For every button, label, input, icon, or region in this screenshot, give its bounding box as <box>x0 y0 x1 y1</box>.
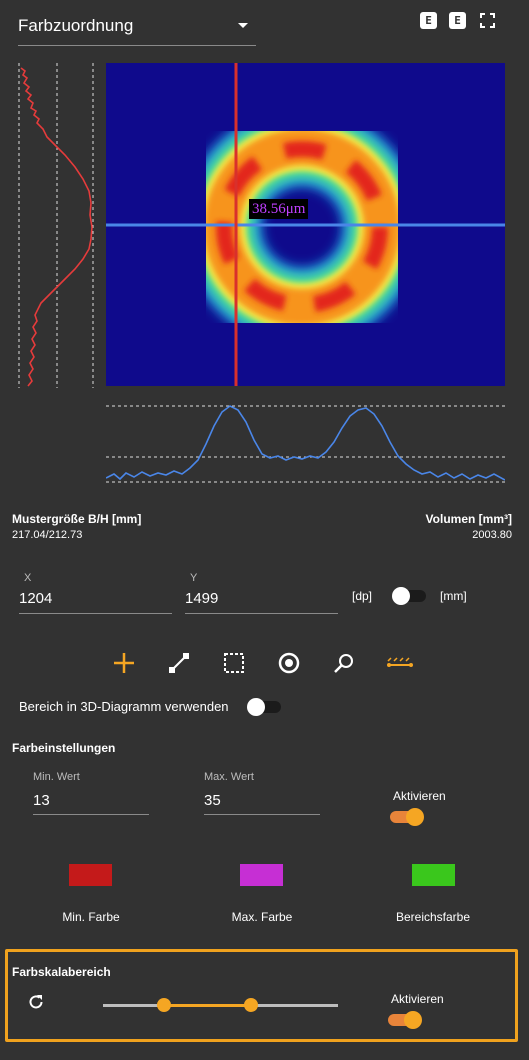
y-value: 1499 <box>185 590 219 607</box>
color-mapping-select[interactable]: Farbzuordnung <box>18 8 256 46</box>
measurement-label: 38.56μm <box>249 199 309 219</box>
range-color-label: Bereichsfarbe <box>395 910 471 924</box>
profile-line-icon[interactable] <box>386 651 414 675</box>
min-value-caption: Min. Wert <box>33 771 80 783</box>
max-color-swatch[interactable] <box>240 864 283 886</box>
max-value-caption: Max. Wert <box>204 771 254 783</box>
toggle-knob <box>404 1011 422 1029</box>
heatmap-image[interactable] <box>106 63 505 386</box>
export-e-icon[interactable]: E <box>420 12 437 29</box>
line-measure-icon[interactable] <box>167 651 191 675</box>
x-value: 1204 <box>19 590 53 607</box>
slider-thumb-low[interactable] <box>157 998 172 1012</box>
color-scale-range-panel <box>5 949 518 1042</box>
toggle-knob <box>392 587 410 605</box>
color-range-activate-label: Aktivieren <box>391 992 444 1006</box>
max-value-input: 35 <box>204 792 221 809</box>
vertical-profile-plot <box>17 63 97 388</box>
volume-value: 2003.80 <box>472 529 512 541</box>
color-range-activate-toggle[interactable] <box>388 1010 424 1030</box>
crosshair-plus-icon[interactable] <box>112 651 136 675</box>
export-e-icon[interactable]: E <box>449 12 466 29</box>
pattern-size-label: Mustergröße B/H [mm] <box>12 512 142 526</box>
slider-thumb-high[interactable] <box>244 998 259 1012</box>
slider-fill <box>164 1004 252 1007</box>
area-3d-label: Bereich in 3D-Diagramm verwenden <box>19 699 229 714</box>
x-coordinate-field[interactable]: X 1204 <box>19 572 172 614</box>
color-settings-activate-toggle[interactable] <box>390 807 426 827</box>
volume-label: Volumen [mm³] <box>425 512 512 526</box>
max-value-field[interactable]: Max. Wert 35 <box>204 771 320 815</box>
pattern-size-value: 217.04/212.73 <box>12 529 83 541</box>
color-settings-title: Farbeinstellungen <box>12 741 116 755</box>
y-coordinate-field[interactable]: Y 1499 <box>185 572 338 614</box>
color-scale-range-title: Farbskalabereich <box>12 965 111 979</box>
reset-icon[interactable] <box>26 992 46 1012</box>
min-color-label: Min. Farbe <box>62 910 120 924</box>
min-value-field[interactable]: Min. Wert 13 <box>33 771 149 815</box>
color-range-slider[interactable] <box>103 998 338 1012</box>
unit-dp-label: [dp] <box>352 589 373 603</box>
min-color-swatch[interactable] <box>69 864 112 886</box>
max-color-label: Max. Farbe <box>231 910 293 924</box>
chevron-down-icon <box>238 23 248 28</box>
color-settings-activate-label: Aktivieren <box>393 789 446 803</box>
unit-mm-label: [mm] <box>440 589 467 603</box>
unit-toggle[interactable] <box>392 587 428 605</box>
fullscreen-icon[interactable] <box>479 12 496 29</box>
range-color-swatch[interactable] <box>412 864 455 886</box>
toggle-knob <box>247 698 265 716</box>
zoom-icon[interactable] <box>332 651 356 675</box>
area-3d-toggle[interactable] <box>247 698 283 716</box>
toggle-knob <box>406 808 424 826</box>
min-value-input: 13 <box>33 792 50 809</box>
circle-select-icon[interactable] <box>277 651 301 675</box>
color-mapping-select-label: Farbzuordnung <box>18 16 134 35</box>
rectangle-select-icon[interactable] <box>222 651 246 675</box>
horizontal-profile-plot <box>105 400 506 490</box>
x-caption: X <box>24 572 32 584</box>
y-caption: Y <box>190 572 198 584</box>
